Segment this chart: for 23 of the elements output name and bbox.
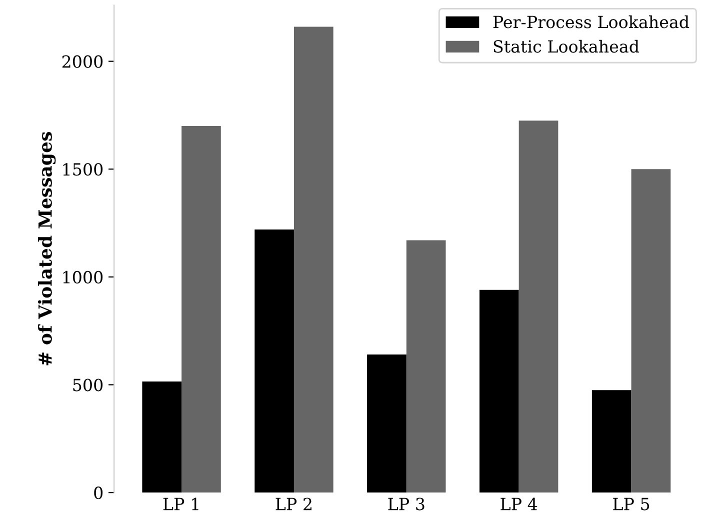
y-tick-label: 1500 bbox=[63, 163, 103, 176]
y-tick-label: 1000 bbox=[63, 270, 103, 284]
bar bbox=[406, 240, 446, 493]
bar bbox=[479, 290, 519, 493]
bar bbox=[182, 126, 221, 493]
bar bbox=[142, 382, 182, 493]
bar bbox=[367, 354, 406, 493]
y-tick-label: 500 bbox=[73, 378, 103, 392]
y-axis-title: # of Violated Messages bbox=[38, 132, 56, 366]
bar bbox=[254, 229, 294, 493]
x-tick-label: LP 2 bbox=[276, 498, 312, 510]
x-tick-label: LP 5 bbox=[613, 498, 650, 510]
bar bbox=[592, 390, 632, 493]
bar bbox=[631, 169, 671, 493]
x-tick-label: LP 4 bbox=[500, 498, 538, 510]
x-tick-label: LP 3 bbox=[388, 498, 424, 510]
bar bbox=[294, 26, 334, 493]
bar bbox=[518, 120, 558, 493]
y-tick-label: 0 bbox=[94, 486, 103, 500]
legend-label: Static Lookahead bbox=[494, 40, 640, 53]
x-tick-label: LP 1 bbox=[163, 498, 198, 510]
y-tick-label: 2000 bbox=[62, 55, 103, 68]
legend-label: Per-Process Lookahead bbox=[493, 15, 690, 28]
